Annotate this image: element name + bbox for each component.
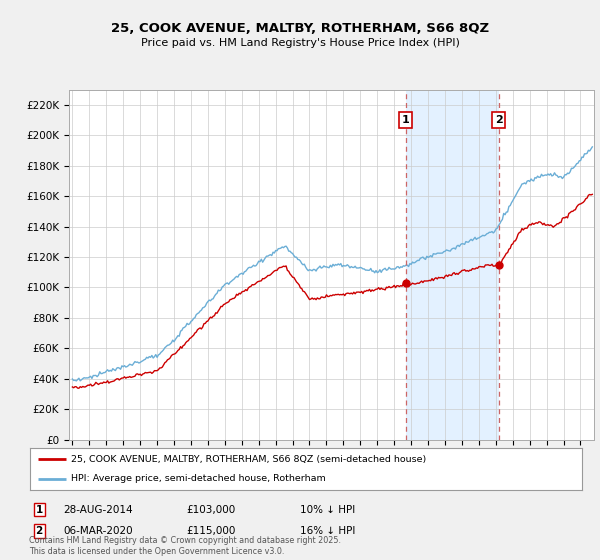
Text: 1: 1	[35, 505, 43, 515]
Text: 28-AUG-2014: 28-AUG-2014	[63, 505, 133, 515]
Text: 25, COOK AVENUE, MALTBY, ROTHERHAM, S66 8QZ (semi-detached house): 25, COOK AVENUE, MALTBY, ROTHERHAM, S66 …	[71, 455, 427, 464]
Text: 10% ↓ HPI: 10% ↓ HPI	[300, 505, 355, 515]
Text: HPI: Average price, semi-detached house, Rotherham: HPI: Average price, semi-detached house,…	[71, 474, 326, 483]
Text: Contains HM Land Registry data © Crown copyright and database right 2025.
This d: Contains HM Land Registry data © Crown c…	[29, 536, 341, 556]
Text: Price paid vs. HM Land Registry's House Price Index (HPI): Price paid vs. HM Land Registry's House …	[140, 38, 460, 48]
Text: £115,000: £115,000	[186, 526, 235, 536]
Text: 16% ↓ HPI: 16% ↓ HPI	[300, 526, 355, 536]
Text: 2: 2	[35, 526, 43, 536]
Text: £103,000: £103,000	[186, 505, 235, 515]
Text: 06-MAR-2020: 06-MAR-2020	[63, 526, 133, 536]
Text: 1: 1	[401, 115, 409, 125]
Text: 2: 2	[495, 115, 503, 125]
Text: 25, COOK AVENUE, MALTBY, ROTHERHAM, S66 8QZ: 25, COOK AVENUE, MALTBY, ROTHERHAM, S66 …	[111, 22, 489, 35]
Bar	[406, 90, 499, 440]
